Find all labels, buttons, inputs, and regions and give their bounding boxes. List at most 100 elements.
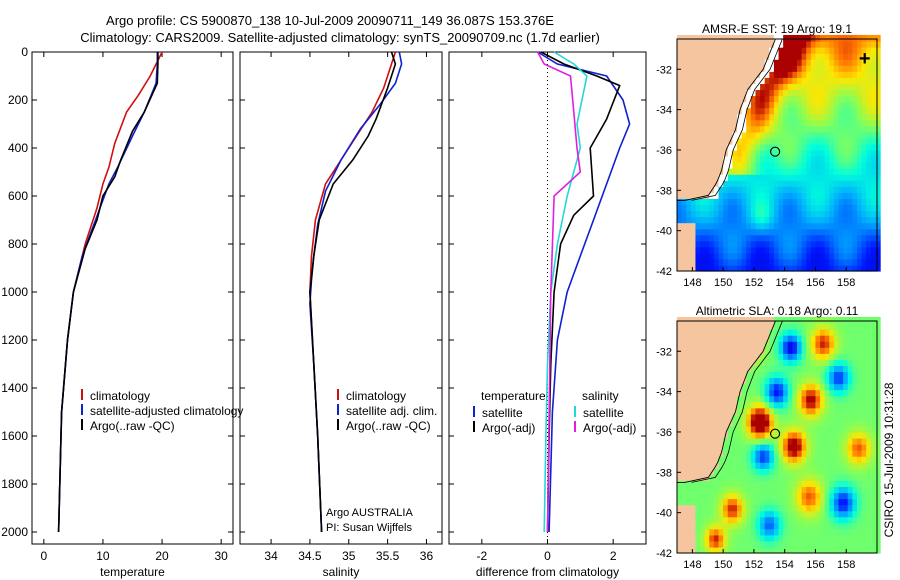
sla_map-cell (838, 534, 844, 542)
credit-line-1: Argo AUSTRALIA (326, 507, 413, 519)
sst_map-cell (723, 234, 729, 242)
sla_map-cell (843, 316, 849, 324)
sla_map-cell (829, 353, 835, 360)
sst_map-cell (783, 210, 789, 218)
sla_map-cell (852, 377, 858, 385)
sst_map-cell (732, 222, 738, 230)
sla_map-coastline (677, 320, 776, 483)
sla_map-cell (718, 468, 724, 475)
sla_map-cell (861, 431, 867, 439)
sla_map-cell (713, 534, 720, 542)
sst_map-cell (783, 137, 789, 145)
sst_map-cell (806, 210, 812, 218)
sst_map-cell (677, 222, 683, 230)
sla_map-cell (746, 431, 752, 439)
sla_map-cell (801, 498, 807, 506)
sst_map-cell (709, 240, 715, 248)
sst_map-cell (681, 47, 687, 54)
sla_map-cell (857, 407, 863, 415)
sst_map-cell (829, 174, 835, 181)
sst_map-cell (806, 228, 812, 236)
sla_map-cell (746, 395, 752, 403)
sst_map-cell (755, 119, 761, 127)
sst_map-cell (750, 34, 757, 42)
sla_map-cell (681, 444, 687, 451)
sla_map-cell (746, 468, 752, 475)
sla_map-cell (764, 431, 770, 439)
sst_map-cell (792, 101, 798, 109)
sst_map-cell (700, 156, 706, 163)
sla_map-cell (723, 480, 729, 488)
sla_map-cell (806, 323, 812, 330)
sla_map-cell (713, 486, 720, 494)
sst_map-cell (833, 252, 840, 260)
sst_map-cell (787, 89, 793, 97)
sla_map-cell (801, 492, 807, 500)
sst_map-cell (769, 264, 775, 272)
sla_map-cell (847, 504, 853, 512)
sst_map-cell (709, 95, 715, 103)
sst_map-cell (746, 131, 752, 139)
sst_map-cell (750, 234, 757, 242)
sst_map-cell (760, 216, 766, 224)
sla_map-cell (783, 534, 789, 542)
sla_map-cell (797, 359, 803, 366)
sla_map-cell (847, 353, 853, 360)
sla_map-cell (833, 450, 840, 457)
sla_map-cell (820, 438, 826, 445)
sst_map-cell (810, 89, 817, 97)
sst_map-cell (677, 59, 683, 66)
sla_map-cell (764, 425, 770, 433)
sla_map-cell (700, 504, 706, 512)
sla_map-cell (787, 510, 793, 518)
sla_map-cell (861, 486, 867, 494)
sst_map-cell (820, 174, 826, 181)
sla_map-cell (718, 353, 724, 360)
sla_map-cell (806, 462, 812, 469)
sla_map-cell (750, 516, 757, 524)
sla_map-cell (810, 504, 817, 512)
sla_map-x-tick-label: 158 (837, 559, 855, 571)
sst_map-cell (847, 137, 853, 145)
sla_map-cell (787, 323, 793, 330)
sst_map-cell (820, 143, 826, 151)
sst_map-cell (875, 77, 881, 84)
sst_map-cell (704, 252, 710, 260)
sla_map-cell (746, 365, 752, 373)
sla_map-cell (690, 522, 697, 530)
sla_map-cell (713, 359, 720, 366)
header-line-1: Argo profile: CS 5900870_138 10-Jul-2009… (106, 13, 554, 28)
sla_map-cell (732, 468, 738, 475)
sst_map-cell (783, 228, 789, 236)
sst_map-cell (677, 162, 683, 169)
sla_map-cell (746, 425, 752, 433)
sla_map-cell (861, 395, 867, 403)
sla_map-cell (773, 534, 780, 542)
sst_map-cell (797, 149, 803, 157)
sst_map-cell (852, 41, 858, 48)
sst_map-cell (810, 252, 817, 260)
sla_map-cell (829, 474, 835, 481)
sla_map-cell (755, 347, 761, 354)
sst_map-cell (801, 53, 807, 60)
sst_map-cell (806, 222, 812, 230)
sla_map-cell (783, 504, 789, 512)
sla_map-cell (792, 353, 798, 360)
sst_map-cell (857, 168, 863, 175)
sst_map-cell (829, 234, 835, 242)
sla_map-cell (690, 462, 697, 469)
sla_map-cell (677, 353, 683, 360)
sst_map-cell (833, 198, 840, 206)
sla_map-cell (852, 510, 858, 518)
sst_map-cell (690, 246, 697, 254)
sst_map-cell (727, 162, 733, 169)
sst_map-cell (741, 186, 747, 193)
sla_map-cell (700, 383, 706, 391)
sst_map-cell (852, 47, 858, 54)
sst_map-cell (760, 204, 766, 212)
sst_map-cell (750, 59, 757, 66)
sst_map-cell (746, 77, 752, 84)
sla_map-cell (695, 522, 701, 530)
sla_map-cell (755, 516, 761, 524)
depth-tick-label: 1000 (1, 285, 28, 299)
